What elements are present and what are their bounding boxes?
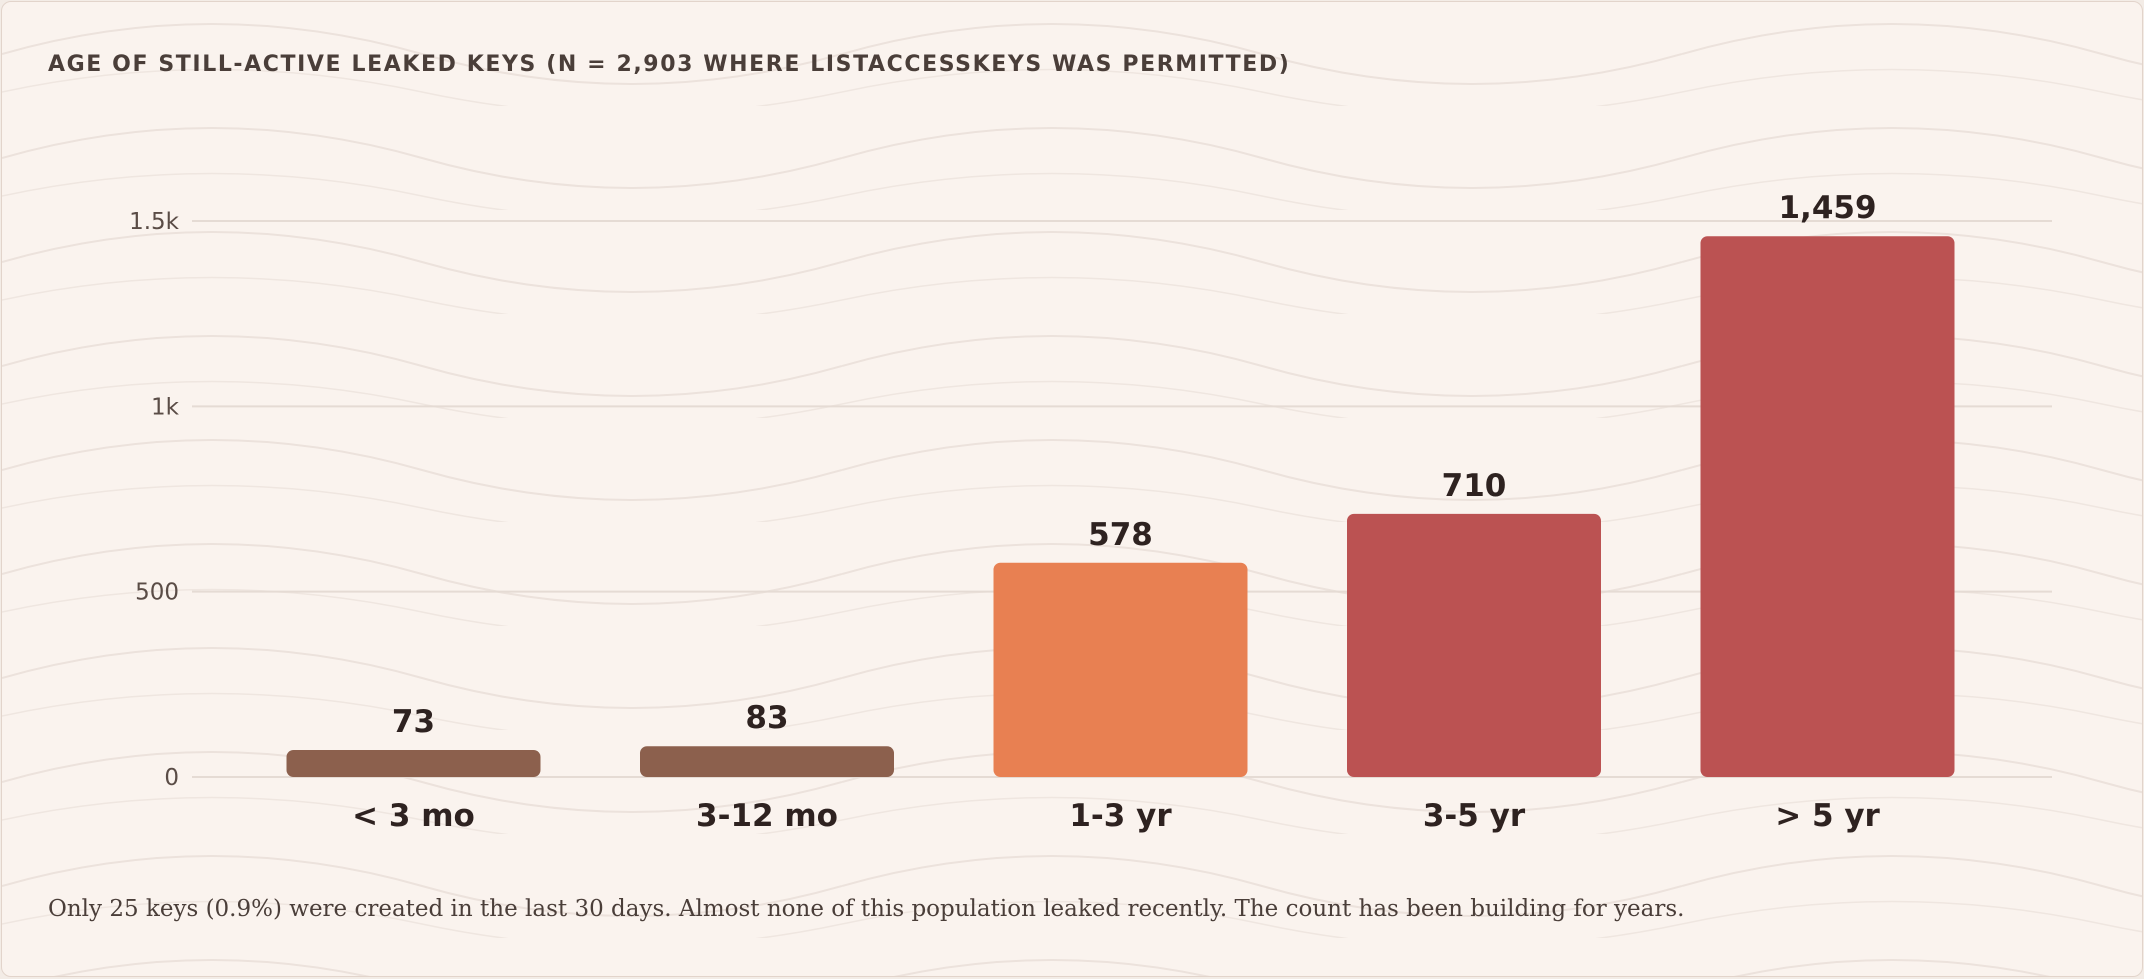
x-tick-label: 3-12 mo — [696, 798, 838, 834]
bars — [286, 236, 1955, 777]
value-labels: 73 83 578 710 1,459 — [392, 190, 1877, 740]
bar — [640, 746, 894, 777]
x-tick-label: 1-3 yr — [1069, 798, 1172, 834]
bar-value-label: 578 — [1088, 517, 1153, 553]
x-axis-ticks: < 3 mo 3-12 mo 1-3 yr 3-5 yr > 5 yr — [352, 798, 1880, 834]
bar — [1700, 236, 1955, 777]
bar-value-label: 83 — [745, 700, 788, 736]
y-tick-label: 500 — [135, 580, 179, 606]
bar-value-label: 73 — [392, 704, 435, 740]
bar-value-label: 710 — [1442, 468, 1507, 504]
y-tick-label: 1.5k — [129, 209, 180, 235]
bar — [1347, 513, 1601, 777]
bar-value-label: 1,459 — [1778, 190, 1876, 226]
x-tick-label: < 3 mo — [352, 798, 475, 834]
y-tick-label: 1k — [151, 394, 180, 420]
x-tick-label: > 5 yr — [1775, 798, 1880, 834]
y-axis-ticks: 0 500 1k 1.5k — [129, 209, 180, 791]
chart-title: AGE OF STILL-ACTIVE LEAKED KEYS (N = 2,9… — [48, 52, 1291, 77]
chart-caption: Only 25 keys (0.9%) were created in the … — [48, 896, 1685, 922]
y-tick-label: 0 — [164, 765, 179, 791]
bar — [286, 749, 541, 777]
x-tick-label: 3-5 yr — [1423, 798, 1526, 834]
bar — [993, 562, 1248, 777]
